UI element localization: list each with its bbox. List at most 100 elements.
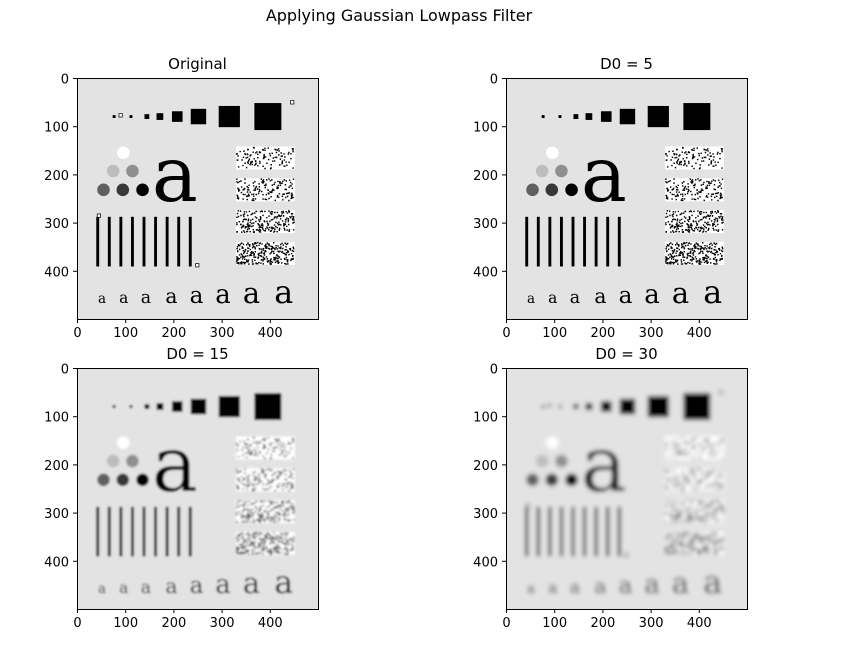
vertical-bar-2 (107, 216, 111, 267)
square-4 (585, 403, 593, 410)
square-7 (218, 105, 240, 128)
vertical-bar-5 (142, 506, 146, 557)
x-tick-label: 300 (210, 616, 235, 631)
noise-dots-2 (236, 468, 295, 492)
vertical-bar-4 (130, 506, 134, 557)
circle-3 (126, 164, 139, 178)
square-1 (112, 115, 116, 119)
square-4 (156, 113, 164, 120)
noise-dots-4 (236, 531, 295, 555)
noise-panel-2 (236, 468, 295, 492)
square-1 (541, 115, 545, 119)
image-area: aa a a a a a a a (506, 78, 747, 319)
x-tick-label: 300 (210, 326, 235, 341)
vertical-bar-6 (154, 506, 158, 557)
small-letter-8: a (274, 563, 293, 601)
noise-dots-2 (665, 468, 724, 492)
y-tick-label: 400 (44, 555, 69, 570)
vertical-bar-3 (119, 506, 123, 557)
panel-2: aa a a a a a a aD0 = 50 100 200 300 400010020030040… (473, 55, 748, 341)
marker-1 (547, 403, 552, 408)
square-6 (190, 398, 207, 415)
square-5 (600, 111, 612, 122)
vertical-bar-2 (536, 506, 540, 557)
circle-5 (545, 183, 559, 197)
circle-2 (106, 454, 120, 468)
vertical-bar-5 (571, 506, 575, 557)
vertical-bar-9 (188, 506, 192, 557)
y-tick-label: 0 (490, 73, 498, 88)
vertical-bar-2 (107, 506, 111, 557)
small-letter-7: a (672, 566, 689, 600)
x-tick-label: 400 (258, 326, 283, 341)
axes-frame (77, 368, 319, 610)
vertical-bar-5 (142, 216, 146, 267)
square-6 (619, 398, 636, 415)
panel-title: D0 = 5 (600, 55, 653, 73)
square-2 (129, 405, 133, 409)
circle-6 (565, 183, 578, 197)
square-7 (647, 395, 669, 418)
vertical-bar-9 (617, 506, 621, 557)
small-letter-6: a (644, 570, 660, 600)
panel-3: aa a a a a a a aD0 = 150 100 200 300 40001002003004… (44, 345, 319, 631)
axes-frame (506, 368, 748, 610)
noise-dots-4 (236, 241, 295, 265)
test-pattern-image: aa a a a a a a a (506, 78, 747, 319)
square-4 (585, 113, 593, 120)
x-tick-label: 400 (687, 616, 712, 631)
noise-dots-3 (665, 500, 724, 524)
small-letter-1: a (527, 291, 535, 307)
vertical-bar-8 (177, 216, 181, 267)
small-letter-3: a (570, 288, 580, 308)
small-letter-5: a (619, 283, 633, 309)
circle-6 (565, 473, 578, 487)
y-tick-label: 300 (44, 507, 69, 522)
panel-title: Original (168, 55, 227, 73)
x-tick-label: 200 (590, 616, 615, 631)
small-letter-7: a (243, 276, 260, 310)
vertical-bar-3 (119, 216, 123, 267)
small-letter-5: a (190, 283, 204, 309)
square-7 (647, 105, 669, 128)
circle-3 (555, 454, 568, 468)
square-8 (254, 103, 282, 131)
small-letter-8: a (703, 563, 722, 601)
x-tick-label: 0 (502, 326, 510, 341)
small-letter-1: a (98, 581, 106, 597)
circle-4 (97, 473, 110, 487)
noise-dots-4 (665, 241, 724, 265)
circle-5 (545, 473, 559, 487)
panel-4: aa a a a a a a aD0 = 300 100 200 300 40001002003004… (473, 345, 748, 631)
x-tick-label: 400 (258, 616, 283, 631)
noise-dots-1 (236, 146, 294, 170)
x-tick-label: 200 (161, 326, 186, 341)
image-area: aa a a a a a a a (77, 78, 318, 319)
x-tick-label: 300 (639, 326, 664, 341)
y-tick-label: 200 (44, 459, 69, 474)
noise-dots-1 (665, 436, 723, 460)
vertical-bar-8 (177, 506, 181, 557)
circle-2 (106, 164, 120, 178)
circle-1 (117, 436, 130, 449)
y-tick-label: 300 (44, 217, 69, 232)
small-letter-4: a (165, 574, 177, 598)
square-8 (683, 103, 711, 131)
small-letter-4: a (165, 284, 177, 308)
vertical-bar-4 (559, 216, 563, 267)
small-letter-5: a (619, 573, 633, 599)
square-5 (171, 401, 183, 412)
circle-6 (136, 473, 149, 487)
vertical-bar-7 (165, 506, 169, 557)
x-tick-label: 200 (590, 326, 615, 341)
noise-dots-3 (665, 210, 724, 234)
circle-1 (546, 436, 559, 449)
small-letter-7: a (672, 276, 689, 310)
square-8 (683, 393, 711, 421)
noise-dots-3 (236, 210, 295, 234)
square-6 (619, 108, 636, 125)
square-5 (171, 111, 183, 122)
small-letter-6: a (215, 570, 231, 600)
small-letter-2: a (548, 579, 557, 597)
